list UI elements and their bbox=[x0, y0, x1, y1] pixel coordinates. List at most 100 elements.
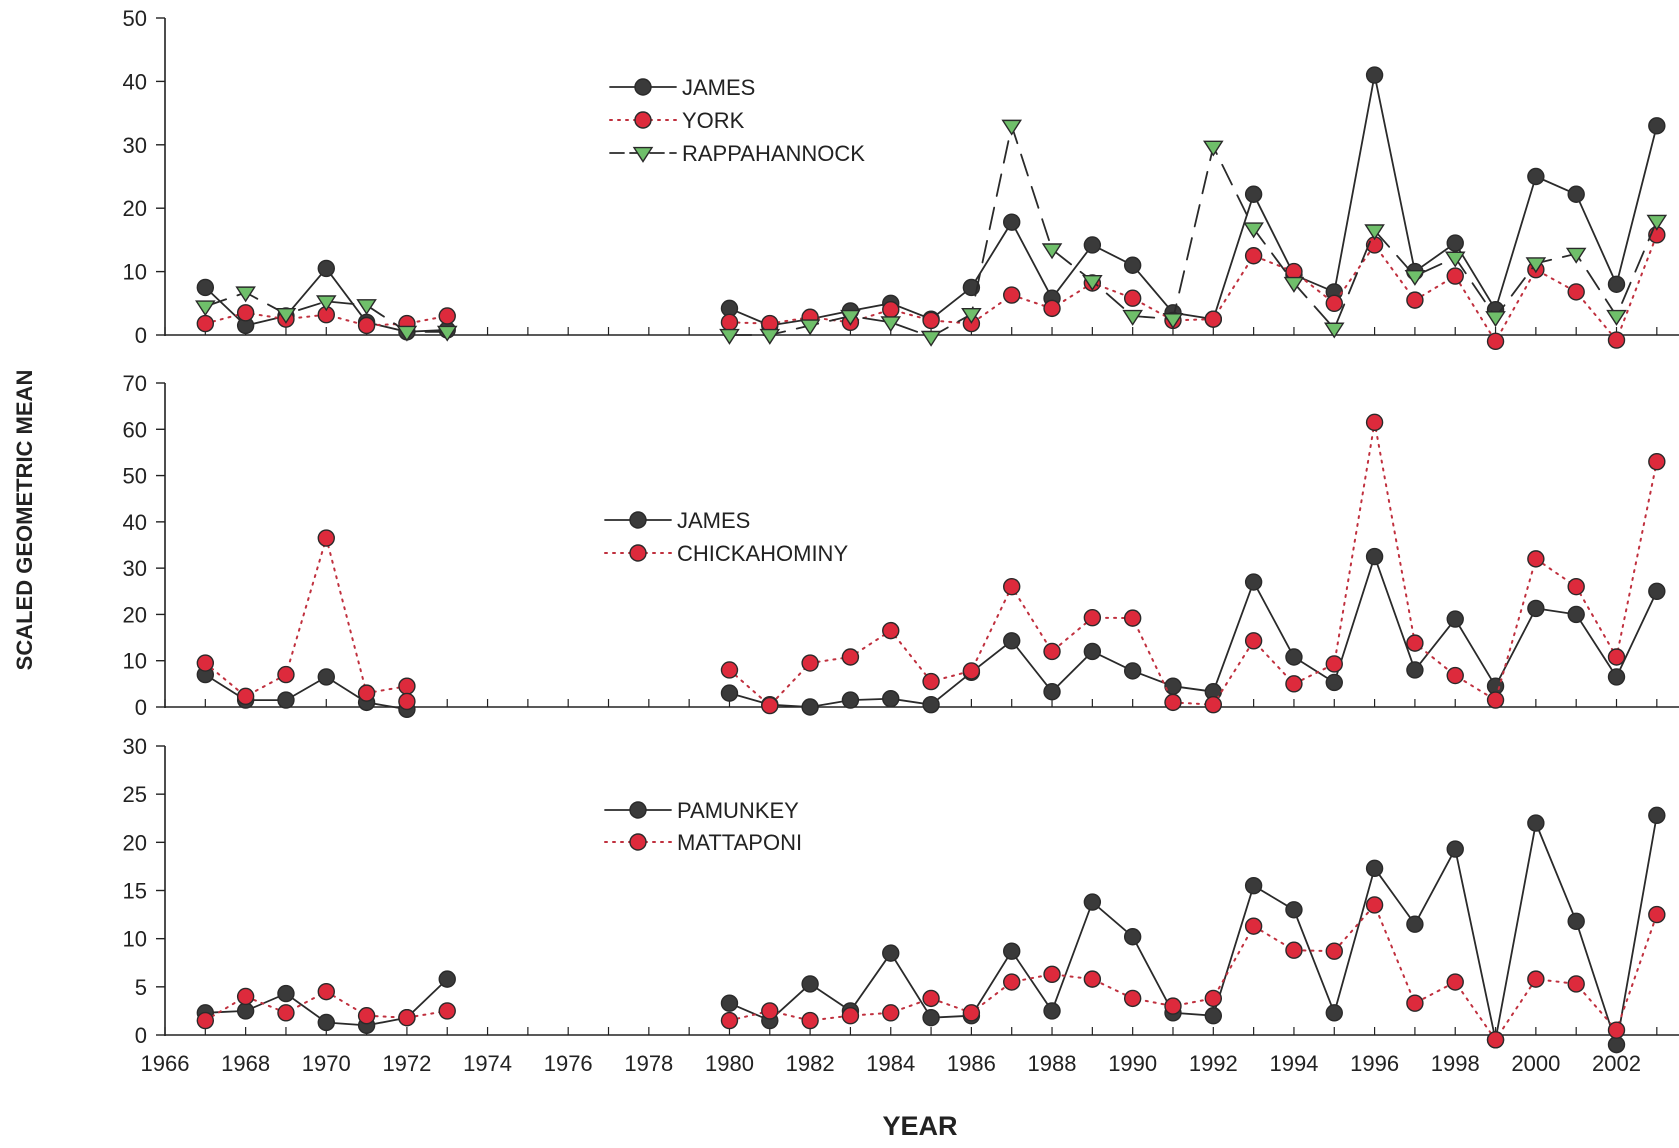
data-point bbox=[922, 695, 940, 714]
chart-panel-1: 0 10 20 30 40 50 JAMES YORK RAPPAHANNOCK bbox=[123, 6, 1679, 351]
data-point bbox=[1244, 247, 1263, 265]
data-point bbox=[1283, 276, 1305, 293]
data-point bbox=[236, 987, 255, 1006]
x-tick-label: 1996 bbox=[1350, 1051, 1399, 1076]
x-tick-label: 1976 bbox=[544, 1051, 593, 1076]
data-point bbox=[1244, 632, 1263, 650]
legend-item-james: JAMES bbox=[604, 508, 750, 533]
series-line bbox=[204, 673, 408, 711]
x-tick-label: 2000 bbox=[1511, 1051, 1560, 1076]
data-point bbox=[922, 311, 940, 330]
data-point bbox=[720, 313, 739, 332]
data-point bbox=[1567, 912, 1585, 931]
data-point bbox=[1123, 928, 1142, 946]
data-point bbox=[1243, 222, 1264, 239]
data-point bbox=[1527, 814, 1545, 832]
data-point bbox=[1204, 1007, 1223, 1025]
data-point bbox=[882, 1004, 900, 1022]
y-tick-label: 70 bbox=[123, 371, 147, 396]
data-point bbox=[1003, 632, 1021, 650]
legend-label: YORK bbox=[682, 108, 745, 133]
data-point bbox=[1648, 582, 1666, 600]
legend-swatch-marker bbox=[634, 78, 652, 96]
data-point bbox=[1606, 309, 1627, 326]
data-point bbox=[1003, 942, 1021, 960]
x-tick-label: 1990 bbox=[1108, 1051, 1157, 1076]
data-point bbox=[196, 278, 215, 297]
data-point bbox=[1365, 413, 1384, 432]
data-point bbox=[1244, 573, 1263, 591]
data-point bbox=[1083, 608, 1102, 627]
data-point bbox=[1646, 214, 1668, 231]
data-point bbox=[1123, 662, 1142, 680]
y-tick-label: 40 bbox=[123, 510, 147, 535]
data-point bbox=[1003, 973, 1021, 991]
y-tick-label: 0 bbox=[135, 695, 147, 720]
data-point bbox=[277, 984, 295, 1003]
series-james bbox=[196, 66, 1666, 341]
series-mattaponi bbox=[196, 896, 1666, 1049]
data-point bbox=[1325, 1004, 1343, 1022]
data-point bbox=[275, 307, 297, 324]
y-tick-label: 10 bbox=[123, 927, 147, 952]
data-point bbox=[720, 661, 739, 679]
data-point bbox=[1082, 275, 1103, 291]
data-point bbox=[1485, 311, 1506, 328]
x-axis-title: YEAR bbox=[882, 1111, 957, 1141]
y-tick-label: 40 bbox=[123, 69, 147, 94]
data-point bbox=[398, 692, 416, 711]
data-point bbox=[1607, 668, 1626, 686]
data-point bbox=[1527, 970, 1545, 988]
legend-swatch-marker bbox=[629, 833, 647, 851]
x-tick-label: 1992 bbox=[1189, 1051, 1238, 1076]
data-point bbox=[1404, 269, 1426, 286]
data-point bbox=[719, 328, 740, 345]
data-point bbox=[922, 1008, 940, 1027]
data-point bbox=[761, 1002, 779, 1020]
data-point bbox=[1525, 257, 1547, 274]
data-point bbox=[841, 1007, 860, 1025]
data-point bbox=[922, 989, 940, 1008]
data-point bbox=[840, 309, 861, 326]
legend-label: RAPPAHANNOCK bbox=[682, 141, 865, 166]
data-point bbox=[961, 307, 982, 324]
x-tick-label: 1970 bbox=[302, 1051, 351, 1076]
data-point bbox=[315, 295, 337, 312]
data-point bbox=[196, 314, 215, 333]
data-point bbox=[357, 684, 376, 702]
x-tick-label: 1986 bbox=[947, 1051, 996, 1076]
series-line bbox=[728, 122, 1658, 338]
data-point bbox=[1527, 167, 1545, 186]
data-point bbox=[720, 1011, 739, 1030]
data-point bbox=[438, 307, 456, 325]
data-point bbox=[1164, 693, 1182, 712]
legend-item-pamunkey: PAMUNKEY bbox=[604, 798, 799, 823]
data-point bbox=[882, 621, 900, 640]
data-point bbox=[1486, 332, 1505, 351]
data-point bbox=[1607, 648, 1626, 666]
data-point bbox=[1648, 452, 1666, 471]
data-point bbox=[1123, 289, 1142, 307]
data-point bbox=[801, 654, 819, 672]
series-line bbox=[728, 814, 1658, 1045]
data-point bbox=[438, 970, 456, 988]
data-point bbox=[1486, 691, 1505, 709]
y-tick-label: 10 bbox=[123, 649, 147, 674]
data-point bbox=[398, 1008, 416, 1027]
data-point bbox=[1406, 291, 1424, 309]
data-point bbox=[357, 1007, 376, 1025]
data-point bbox=[1043, 299, 1061, 318]
data-point bbox=[1244, 185, 1263, 203]
data-point bbox=[1123, 989, 1142, 1008]
data-point bbox=[1043, 642, 1061, 661]
data-point bbox=[1041, 243, 1063, 260]
series-chickahominy bbox=[196, 413, 1666, 715]
data-point bbox=[1325, 294, 1343, 312]
data-point bbox=[195, 300, 216, 317]
data-point bbox=[317, 259, 335, 278]
series-line bbox=[204, 534, 408, 703]
data-point bbox=[436, 325, 458, 342]
data-point bbox=[1325, 655, 1343, 673]
data-point bbox=[1043, 1002, 1061, 1020]
